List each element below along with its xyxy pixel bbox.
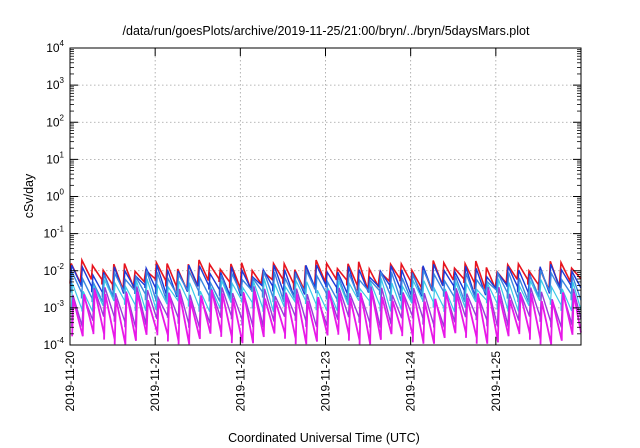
y-axis-label: cSv/day bbox=[22, 173, 36, 218]
y-tick-label: 10-4 bbox=[44, 336, 65, 352]
axis-ticks bbox=[69, 47, 581, 346]
series-line-2 bbox=[70, 267, 582, 303]
y-tick-labels: 104 103 102 101 100 10-1 10-2 10-3 10-4 bbox=[44, 39, 65, 352]
series-line-5 bbox=[71, 289, 582, 345]
y-tick-label: 103 bbox=[46, 76, 64, 92]
series-line-3 bbox=[70, 278, 582, 313]
x-tick-label: 2019-11-25 bbox=[489, 351, 503, 412]
chart-title: /data/run/goesPlots/archive/2019-11-25/2… bbox=[123, 24, 530, 38]
y-tick-label: 10-3 bbox=[44, 299, 65, 315]
x-tick-label: 2019-11-21 bbox=[148, 351, 162, 412]
y-tick-label: 100 bbox=[46, 188, 64, 204]
y-tick-label: 102 bbox=[46, 113, 64, 129]
x-tick-label: 2019-11-22 bbox=[233, 351, 247, 412]
y-tick-label: 10-2 bbox=[44, 262, 65, 278]
y-tick-label: 10-1 bbox=[44, 225, 65, 241]
x-tick-label: 2019-11-20 bbox=[63, 351, 77, 412]
y-tick-label: 101 bbox=[46, 150, 64, 166]
series-layer bbox=[69, 257, 582, 345]
x-tick-label: 2019-11-24 bbox=[404, 351, 418, 412]
y-tick-label: 104 bbox=[46, 39, 64, 55]
x-tick-label: 2019-11-23 bbox=[319, 351, 333, 412]
x-tick-labels: 2019-11-20 2019-11-21 2019-11-22 2019-11-23… bbox=[63, 351, 503, 412]
x-axis-label: Coordinated Universal Time (UTC) bbox=[228, 431, 420, 445]
